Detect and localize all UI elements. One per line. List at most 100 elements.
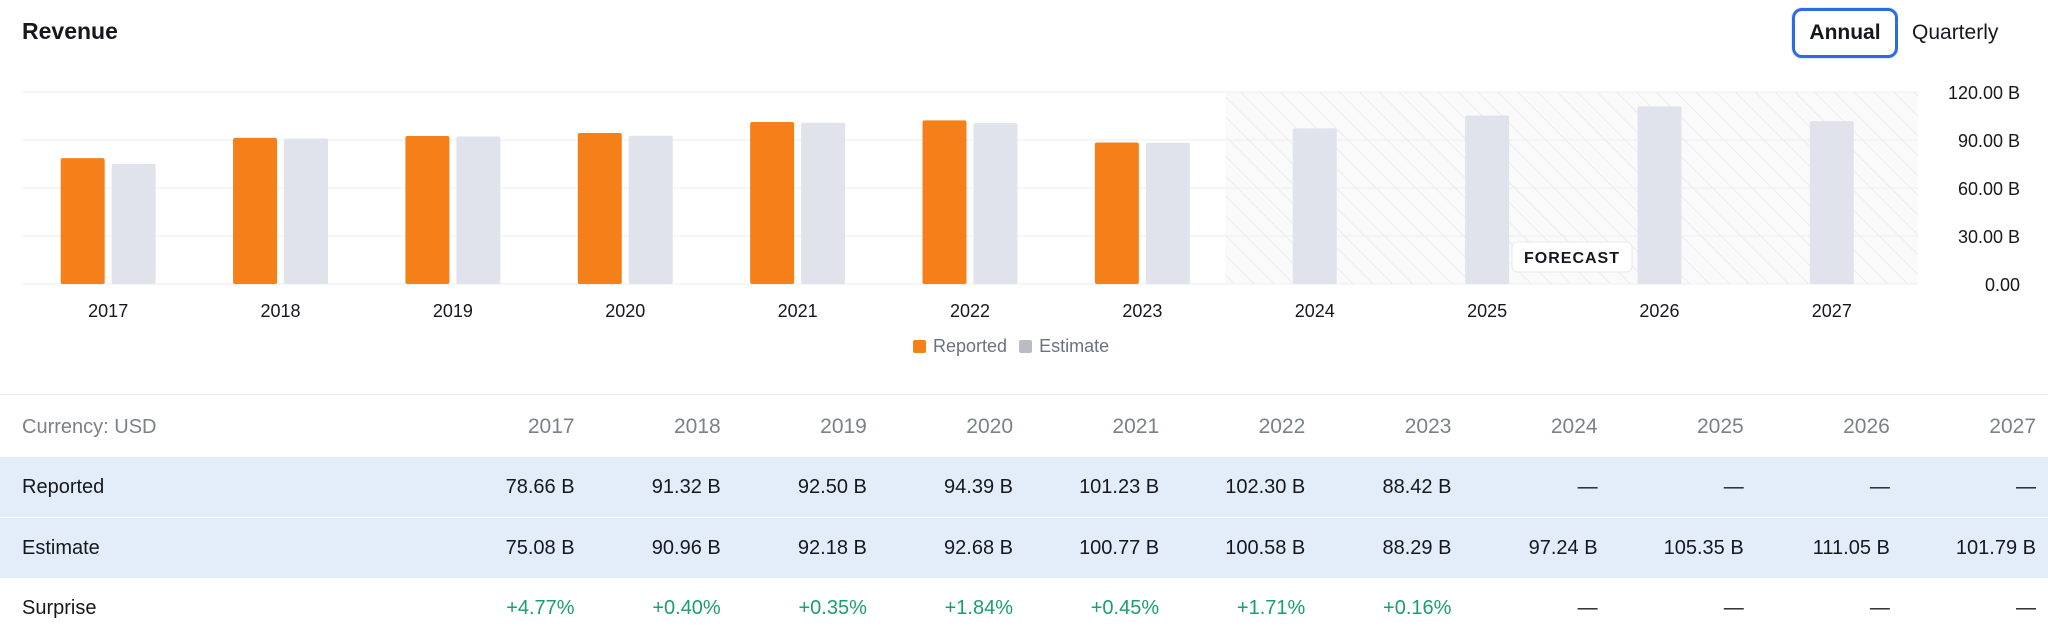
table-cell: 100.58 B (1171, 517, 1318, 578)
year-header: 2021 (1112, 415, 1160, 438)
bar-estimate (456, 136, 501, 284)
section-divider (0, 394, 2048, 395)
bar-reported (1094, 142, 1139, 284)
x-tick-label: 2017 (88, 301, 128, 321)
table-cell: 101.23 B (1025, 457, 1172, 518)
forecast-badge (1511, 241, 1633, 273)
x-tick-label: 2025 (1467, 301, 1507, 321)
table-cell: 100.77 B (1025, 517, 1172, 578)
page-title: Revenue (22, 18, 118, 44)
bar-reported (233, 137, 278, 284)
table-cell: 105.35 B (1609, 517, 1756, 578)
y-tick-label: 60.00 B (1958, 179, 2020, 199)
bar-estimate (1809, 121, 1854, 284)
legend-label-estimate: Estimate (1039, 336, 1110, 356)
table-cell: +1.84% (944, 596, 1013, 619)
table-cell: — (1869, 596, 1890, 619)
y-tick-label: 90.00 B (1958, 131, 2020, 151)
table-cell: +0.40% (652, 596, 721, 619)
table-cell: — (1755, 457, 1902, 518)
y-tick-label: 30.00 B (1958, 227, 2020, 247)
table-cell: +4.77% (506, 596, 575, 619)
row-label: Estimate (0, 517, 441, 578)
row-label: Reported (0, 457, 441, 518)
revenue-bar-chart: 120.00 B 90.00 B 60.00 B 30.00 B 0.00 2017 201… (22, 83, 2020, 321)
bar-estimate (1465, 115, 1510, 284)
legend-swatch-reported (913, 340, 926, 353)
year-header: 2018 (674, 415, 721, 438)
quarterly-button[interactable]: Quarterly (1898, 8, 2015, 58)
bar-estimate (284, 138, 329, 284)
x-tick-label: 2020 (605, 301, 645, 321)
table-cell: — (1463, 457, 1610, 518)
table-row-estimate: Estimate 75.08 B 90.96 B 92.18 B 92.68 B… (0, 517, 2048, 578)
table-row-surprise: Surprise +4.77% +0.40% +0.35% +1.84% +0.… (0, 578, 2048, 638)
table-cell: 94.39 B (878, 457, 1025, 518)
bar-reported (922, 120, 967, 284)
table-cell: — (1723, 596, 1744, 619)
period-toggle: Annual Quarterly (1792, 8, 2015, 58)
chart-legend: Reported Estimate (913, 336, 1121, 357)
table-cell: +1.71% (1236, 596, 1306, 619)
bar-estimate (1637, 106, 1682, 284)
table-cell: — (1901, 457, 2048, 518)
x-tick-label: 2019 (433, 301, 473, 321)
bar-estimate (628, 135, 673, 284)
bar-reported (60, 158, 105, 284)
year-header: 2017 (527, 415, 575, 438)
x-tick-label: 2027 (1812, 301, 1852, 321)
row-label: Surprise (22, 596, 97, 619)
table-cell: — (2016, 596, 2036, 619)
bar-reported (577, 132, 622, 284)
table-cell: +0.35% (798, 596, 867, 619)
bar-estimate (1292, 128, 1337, 284)
table-cell: 90.96 B (586, 517, 733, 578)
legend-label-reported: Reported (933, 336, 1008, 356)
table-cell: 102.30 B (1171, 457, 1318, 518)
bar-reported (405, 136, 450, 284)
currency-label: Currency: USD (22, 415, 157, 438)
table-cell: 92.68 B (878, 517, 1025, 578)
table-cell: 111.05 B (1755, 517, 1902, 578)
table-cell: +0.16% (1383, 596, 1452, 619)
table-cell: 92.18 B (732, 517, 879, 578)
y-tick-label: 120.00 B (1948, 83, 2020, 103)
bar-estimate (801, 122, 846, 284)
y-tick-label: 0.00 (1985, 275, 2020, 295)
table-header-row: Currency: USD 2017 2018 2019 2020 2021 2… (0, 397, 2048, 457)
table-cell: 91.32 B (586, 457, 733, 518)
bar-reported (750, 122, 795, 284)
table-cell: 75.08 B (440, 517, 587, 578)
table-cell: 92.50 B (732, 457, 879, 518)
table-cell: +0.45% (1090, 596, 1160, 619)
table-cell: 88.29 B (1317, 517, 1464, 578)
table-cell: 97.24 B (1463, 517, 1610, 578)
table-row-reported: Reported 78.66 B 91.32 B 92.50 B 94.39 B… (0, 457, 2048, 518)
year-header: 2022 (1258, 415, 1306, 438)
legend-item-estimate[interactable]: Estimate (1019, 336, 1109, 357)
x-tick-label: 2023 (1122, 301, 1162, 321)
x-tick-label: 2021 (778, 301, 818, 321)
table-cell: 78.66 B (440, 457, 587, 518)
bar-estimate (973, 123, 1018, 285)
table-cell: 101.79 B (1901, 517, 2048, 578)
bar-estimate (1145, 142, 1190, 284)
x-tick-label: 2024 (1295, 301, 1335, 321)
x-tick-label: 2022 (950, 301, 990, 321)
year-header: 2027 (1989, 415, 2036, 438)
revenue-table: Currency: USD 2017 2018 2019 2020 2021 2… (0, 397, 2048, 638)
forecast-label: FORECAST (1524, 250, 1620, 267)
x-tick-label: 2018 (261, 301, 301, 321)
year-header: 2025 (1696, 415, 1744, 438)
year-header: 2019 (820, 415, 867, 438)
year-header: 2020 (966, 415, 1013, 438)
x-tick-label: 2026 (1639, 301, 1679, 321)
table-cell: — (1609, 457, 1756, 518)
table-cell: 88.42 B (1317, 457, 1464, 518)
annual-button[interactable]: Annual (1792, 8, 1898, 58)
year-header: 2024 (1550, 415, 1598, 438)
legend-item-reported[interactable]: Reported (913, 336, 1007, 357)
legend-swatch-estimate (1019, 340, 1033, 353)
bar-estimate (111, 163, 156, 284)
year-header: 2023 (1404, 415, 1452, 438)
